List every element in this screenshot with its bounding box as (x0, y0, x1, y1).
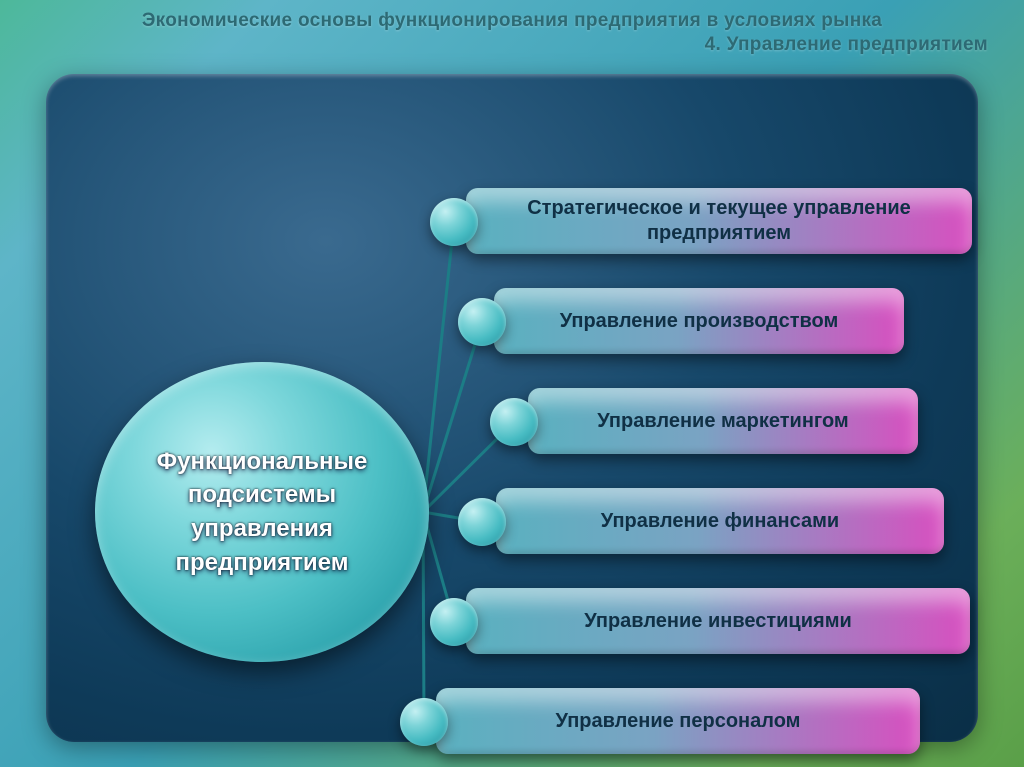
item-bar-3: Управление финансами (496, 488, 944, 554)
item-bar-2: Управление маркетингом (528, 388, 918, 454)
item-node-0 (430, 198, 478, 246)
item-node-4 (430, 598, 478, 646)
item-bar-5: Управление персоналом (436, 688, 920, 754)
hub-label: Функциональные подсистемы управления пре… (115, 445, 409, 579)
item-label-0: Стратегическое и текущее управление пред… (480, 196, 958, 246)
item-label-1: Управление производством (560, 309, 839, 334)
item-label-5: Управление персоналом (556, 709, 801, 734)
title-line-1: Экономические основы функционирования пр… (0, 10, 1024, 32)
item-label-3: Управление финансами (601, 509, 839, 534)
item-bar-1: Управление производством (494, 288, 904, 354)
title-line-2: 4. Управление предприятием (0, 34, 1024, 56)
item-label-2: Управление маркетингом (597, 409, 848, 434)
hub-ellipse: Функциональные подсистемы управления пре… (95, 362, 429, 662)
item-node-3 (458, 498, 506, 546)
item-label-4: Управление инвестициями (584, 609, 852, 634)
item-bar-4: Управление инвестициями (466, 588, 970, 654)
item-node-5 (400, 698, 448, 746)
item-node-1 (458, 298, 506, 346)
item-node-2 (490, 398, 538, 446)
item-bar-0: Стратегическое и текущее управление пред… (466, 188, 972, 254)
content-panel: Функциональные подсистемы управления пре… (46, 74, 978, 742)
slide-background: Экономические основы функционирования пр… (0, 0, 1024, 767)
